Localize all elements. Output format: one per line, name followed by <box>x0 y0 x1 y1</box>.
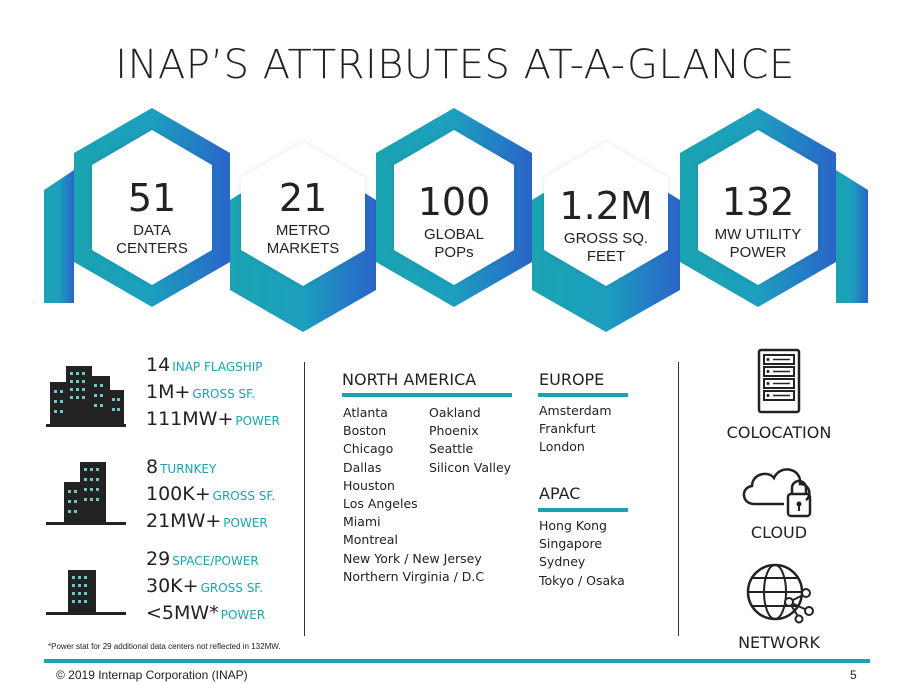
europe-cities: Amsterdam Frankfurt London <box>539 402 612 457</box>
city: Dallas <box>343 459 382 475</box>
service-cloud: CLOUD <box>709 456 849 542</box>
region-underline <box>538 508 628 512</box>
city: Oakland <box>429 405 481 420</box>
hex-inner-2 <box>241 142 365 286</box>
hex-inner-3 <box>394 130 514 285</box>
divider-left <box>304 362 305 636</box>
stat-label: DATA CENTERS <box>116 222 188 257</box>
city: Los Angeles <box>343 496 418 512</box>
city: Montreal <box>343 532 398 548</box>
large-buildings-icon <box>46 366 126 427</box>
city: Miami <box>343 514 381 530</box>
city: Chicago <box>343 441 394 457</box>
city: Phoenix <box>429 423 479 439</box>
city: Houston <box>343 477 395 493</box>
region-title-north-america: NORTH AMERICA <box>342 370 477 389</box>
city: Sydney <box>539 554 586 570</box>
hex-inner-1 <box>92 130 212 285</box>
medium-buildings-icon <box>46 462 126 525</box>
region-title-europe: EUROPE <box>539 370 605 389</box>
city: Seattle <box>429 441 474 457</box>
band-right-tail <box>836 170 868 303</box>
north-america-cities-col1: Atlanta Boston Chicago Dallas Houston Lo… <box>343 404 484 586</box>
server-rack-icon <box>757 348 801 414</box>
region-title-apac: APAC <box>539 484 581 503</box>
city: Singapore <box>539 536 603 552</box>
stat-label: GLOBAL POPs <box>423 226 485 261</box>
stat-data-centers: 51 DATA CENTERS <box>92 178 212 258</box>
facility-turnkey: 8 TURNKEY 100K+ GROSS SF. 21MW+ POWER <box>146 456 276 532</box>
city: Tokyo / Osaka <box>539 572 625 588</box>
band-left-tail <box>44 170 74 303</box>
stat-value: 1.2M <box>559 184 653 228</box>
footnote: *Power stat for 29 additional data cente… <box>48 642 281 651</box>
city: New York / New Jersey <box>343 550 482 566</box>
stat-value: 132 <box>721 180 795 224</box>
stat-metro-markets: 21 METRO MARKETS <box>243 178 363 258</box>
city: Northern Virginia / D.C <box>343 568 485 584</box>
service-label: NETWORK <box>738 633 820 652</box>
facility-space-power: 29 SPACE/POWER 30K+ GROSS SF. <5MW* POWER <box>146 548 266 624</box>
page-title: INAP’S ATTRIBUTES AT-A-GLANCE <box>115 42 795 88</box>
service-network: NETWORK <box>709 560 849 652</box>
divider-right <box>678 362 679 636</box>
hexagon-stats-band <box>44 108 868 332</box>
page-number: 5 <box>850 668 857 682</box>
stat-label: MW UTILITY POWER <box>714 226 802 261</box>
stat-label: METRO MARKETS <box>266 222 340 257</box>
stat-value: 21 <box>278 176 328 220</box>
cloud-lock-icon <box>742 468 812 518</box>
stat-gross-sq-feet: 1.2M GROSS SQ. FEET <box>546 186 666 266</box>
stat-label: GROSS SQ. FEET <box>563 230 649 265</box>
city: Amsterdam <box>539 403 612 418</box>
stat-value: 100 <box>417 180 491 224</box>
copyright: © 2019 Internap Corporation (INAP) <box>56 668 248 682</box>
city: Frankfurt <box>539 421 596 437</box>
city: Hong Kong <box>539 518 607 533</box>
hex-inner-5 <box>698 130 818 285</box>
small-building-icon <box>46 570 126 615</box>
city: London <box>539 439 585 455</box>
city: Boston <box>343 423 387 439</box>
region-underline <box>538 393 628 397</box>
facility-flagship: 14 INAP FLAGSHIP 1M+ GROSS SF. 111MW+ POWER <box>146 354 280 430</box>
service-colocation: COLOCATION <box>709 348 849 442</box>
stat-global-pops: 100 GLOBAL POPs <box>394 182 514 262</box>
service-label: CLOUD <box>750 523 808 542</box>
service-label: COLOCATION <box>726 423 832 442</box>
north-america-cities-col2: Oakland Phoenix Seattle Silicon Valley <box>429 404 511 477</box>
city: Silicon Valley <box>429 459 512 475</box>
region-underline <box>342 393 512 397</box>
globe-network-icon <box>746 563 814 624</box>
hex-inner-4 <box>544 142 668 286</box>
city: Atlanta <box>343 405 388 420</box>
stat-mw-utility-power: 132 MW UTILITY POWER <box>698 182 818 262</box>
stat-value: 51 <box>127 176 177 220</box>
apac-cities: Hong Kong Singapore Sydney Tokyo / Osaka <box>539 517 625 590</box>
footer-divider <box>44 659 870 663</box>
